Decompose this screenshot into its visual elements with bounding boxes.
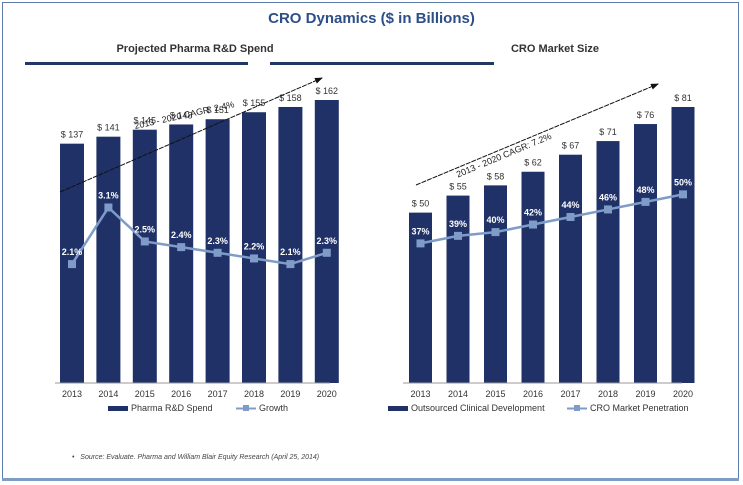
line-marker xyxy=(491,228,500,237)
x-tick-label: 2019 xyxy=(635,389,655,399)
bar xyxy=(559,154,582,383)
line-value-label: 2.5% xyxy=(135,224,156,234)
x-tick-label: 2015 xyxy=(485,389,505,399)
line-marker xyxy=(604,205,612,214)
x-tick-label: 2017 xyxy=(208,389,228,399)
bar-value-label: $ 81 xyxy=(674,93,692,103)
line-value-label: 48% xyxy=(636,185,654,195)
x-tick-label: 2019 xyxy=(280,389,300,399)
line-value-label: 46% xyxy=(599,192,617,202)
x-tick-label: 2020 xyxy=(317,389,337,399)
line-value-label: 39% xyxy=(449,219,467,229)
line-value-label: 2.4% xyxy=(171,230,192,240)
bar xyxy=(634,124,657,383)
bar-value-label: $ 155 xyxy=(243,98,266,108)
growth-line xyxy=(70,205,328,266)
cagr-arrow xyxy=(415,83,659,186)
bar xyxy=(132,129,157,383)
line-marker xyxy=(566,212,575,221)
line-value-label: 37% xyxy=(411,226,429,236)
line-marker xyxy=(641,197,650,206)
x-tick-label: 2018 xyxy=(598,389,618,399)
line-marker xyxy=(104,203,113,212)
bar xyxy=(169,124,194,383)
line-value-label: 50% xyxy=(674,177,692,187)
source-note: • Source: Evaluate. Pharma and William B… xyxy=(72,454,320,461)
bar-value-label: $ 62 xyxy=(524,158,542,168)
bar-value-label: $ 141 xyxy=(97,123,120,133)
legend-label-bar: Pharma R&D Spend xyxy=(131,403,213,413)
x-tick-label: 2017 xyxy=(560,389,580,399)
bar xyxy=(596,141,620,383)
line-value-label: 2.1% xyxy=(280,247,301,257)
x-tick-label: 2013 xyxy=(62,389,82,399)
line-marker xyxy=(177,243,186,252)
line-marker xyxy=(679,190,687,199)
frame-bottom-rule xyxy=(2,478,739,481)
bar-value-label: $ 71 xyxy=(599,127,617,137)
x-tick-label: 2013 xyxy=(410,389,430,399)
bar-value-label: $ 67 xyxy=(562,141,580,151)
line-marker xyxy=(529,220,537,229)
cagr-arrow xyxy=(59,77,323,193)
x-tick-label: 2015 xyxy=(135,389,155,399)
bar-value-label: $ 58 xyxy=(487,171,505,181)
line-value-label: 2.2% xyxy=(244,241,265,251)
legend-swatch-marker xyxy=(574,405,580,411)
bar-value-label: $ 145 xyxy=(134,116,157,126)
left-chart-title: Projected Pharma R&D Spend xyxy=(116,43,274,55)
source-text: Source: Evaluate. Pharma and William Bla… xyxy=(80,454,320,461)
legend-label-bar: Outsourced Clinical Development xyxy=(411,403,545,413)
legend-label-line: CRO Market Penetration xyxy=(590,403,689,413)
bar-value-label: $ 158 xyxy=(279,93,302,103)
line-value-label: 3.1% xyxy=(98,190,119,200)
bar-value-label: $ 55 xyxy=(449,182,467,192)
bar xyxy=(671,107,695,383)
bar xyxy=(446,195,470,383)
line-marker xyxy=(213,248,222,257)
bar xyxy=(409,212,432,383)
bar-value-label: $ 76 xyxy=(637,110,655,120)
bar xyxy=(484,185,507,383)
line-marker xyxy=(416,239,425,248)
line-marker xyxy=(250,254,258,263)
line-value-label: 40% xyxy=(486,215,504,225)
bar-value-label: $ 137 xyxy=(61,130,84,140)
legend-swatch-bar xyxy=(108,406,128,411)
x-tick-label: 2016 xyxy=(171,389,191,399)
bar-value-label: $ 148 xyxy=(170,110,193,120)
line-value-label: 2.3% xyxy=(317,236,338,246)
bar-value-label: $ 162 xyxy=(316,86,339,96)
line-marker xyxy=(454,231,462,240)
main-title: CRO Dynamics ($ in Billions) xyxy=(268,10,475,27)
bar xyxy=(96,136,121,383)
line-marker xyxy=(322,248,331,257)
line-value-label: 2.3% xyxy=(207,236,228,246)
bar xyxy=(278,106,303,383)
left-chart-rule xyxy=(25,62,248,65)
legend-swatch-bar xyxy=(388,406,408,411)
x-tick-label: 2018 xyxy=(244,389,264,399)
right-chart-rule xyxy=(270,62,494,65)
right-chart-title: CRO Market Size xyxy=(510,43,600,55)
line-value-label: 44% xyxy=(561,200,579,210)
x-tick-label: 2020 xyxy=(673,389,693,399)
bar-value-label: $ 151 xyxy=(206,105,229,115)
legend-swatch-marker xyxy=(243,405,249,411)
bar-value-label: $ 50 xyxy=(412,199,430,209)
x-tick-label: 2014 xyxy=(98,389,118,399)
line-marker xyxy=(140,237,149,246)
growth-line xyxy=(420,193,684,245)
bar xyxy=(521,171,545,383)
line-value-label: 42% xyxy=(524,208,542,218)
line-marker xyxy=(286,260,295,269)
x-tick-label: 2014 xyxy=(448,389,468,399)
bar xyxy=(314,100,339,383)
legend-label-line: Growth xyxy=(259,403,288,413)
line-value-label: 2.1% xyxy=(62,247,83,257)
line-marker xyxy=(68,260,76,269)
bar xyxy=(242,112,266,383)
x-tick-label: 2016 xyxy=(523,389,543,399)
